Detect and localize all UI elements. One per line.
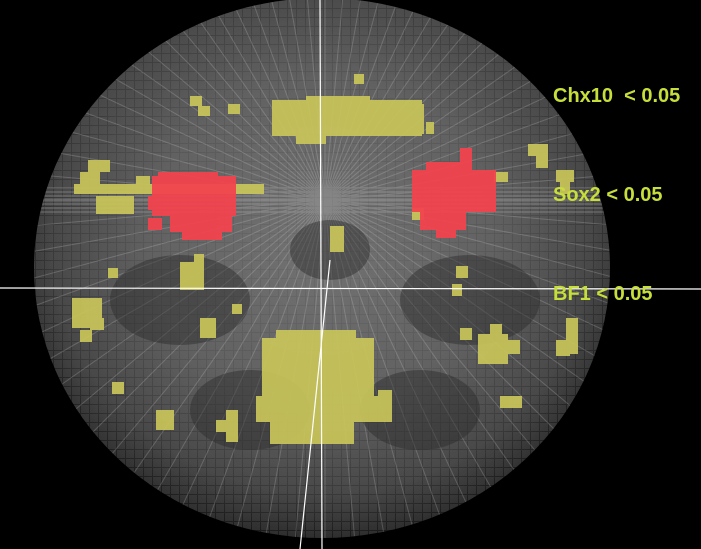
legend-item-chx10: Chx10 < 0.05 (553, 85, 681, 107)
legend-item-sox2: Sox2 < 0.05 (553, 184, 663, 206)
legend-item-bf1: BF1 < 0.05 (553, 283, 653, 305)
volume-sphere (34, 0, 610, 538)
significance-legend: Chx10 < 0.05 Sox2 < 0.05 BF1 < 0.05 (553, 14, 680, 344)
red-clusters (148, 148, 496, 240)
